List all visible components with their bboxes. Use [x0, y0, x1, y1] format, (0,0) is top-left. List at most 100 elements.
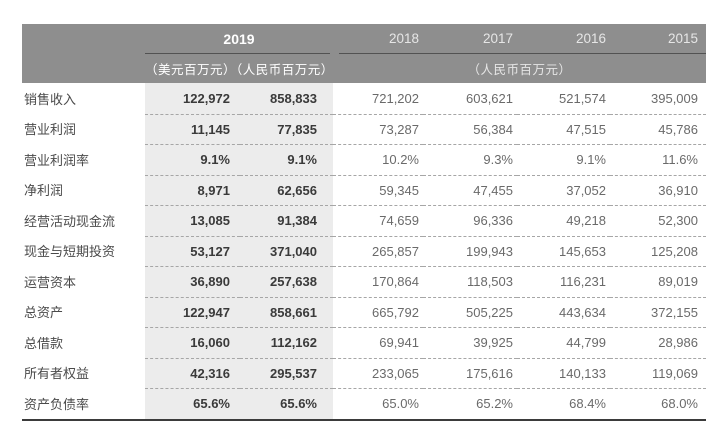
value-2015: 68.0% [610, 388, 706, 419]
value-2015: 36,910 [610, 174, 706, 206]
value-2016: 443,634 [517, 296, 610, 328]
row-label: 总借款 [24, 335, 64, 351]
header-underline [22, 53, 706, 54]
value-2019-rmb: 77,835 [240, 113, 333, 144]
value-2019-usd: 16,060 [145, 327, 240, 358]
row-label: 运营资本 [24, 274, 77, 290]
row-label: 现金与短期投资 [24, 244, 116, 260]
table-row: 总借款 16,060 112,162 69,941 39,925 44,799 … [22, 327, 706, 358]
financial-summary-table: 2019 2018 2017 2016 2015 （美元百万元）（人民币百万元）… [22, 24, 706, 421]
value-2018: 73,287 [333, 113, 423, 145]
value-2017: 175,616 [423, 357, 517, 389]
value-2018: 10.2% [333, 144, 423, 175]
value-2016: 140,133 [517, 357, 610, 389]
value-2015: 52,300 [610, 205, 706, 236]
value-2018: 59,345 [333, 174, 423, 206]
table-row: 所有者权益 42,316 295,537 233,065 175,616 140… [22, 357, 706, 389]
value-2019-rmb: 295,537 [240, 357, 333, 388]
value-2015: 11.6% [610, 144, 706, 175]
value-2019-rmb: 9.1% [240, 144, 333, 175]
table-row: 营业利润率 9.1% 9.1% 10.2% 9.3% 9.1% 11.6% [22, 144, 706, 175]
year-header-2015: 2015 [667, 31, 698, 46]
value-2016: 68.4% [517, 388, 610, 419]
table-row: 运营资本 36,890 257,638 170,864 118,503 116,… [22, 266, 706, 297]
units-label-rmb: （人民币百万元） [467, 63, 572, 77]
value-2018: 665,792 [333, 296, 423, 328]
value-2019-usd: 122,947 [145, 296, 240, 327]
value-2019-rmb: 858,833 [240, 83, 333, 114]
value-2017: 39,925 [423, 327, 517, 358]
value-2019-usd: 65.6% [145, 388, 240, 419]
value-2016: 49,218 [517, 205, 610, 236]
row-label: 净利润 [24, 183, 64, 199]
value-2019-rmb: 371,040 [240, 235, 333, 266]
table-row: 经营活动现金流 13,085 91,384 74,659 96,336 49,2… [22, 205, 706, 236]
value-2018: 69,941 [333, 327, 423, 358]
value-2016: 145,653 [517, 235, 610, 267]
value-2017: 199,943 [423, 235, 517, 267]
table-header: 2019 2018 2017 2016 2015 （美元百万元）（人民币百万元）… [22, 24, 706, 83]
value-2016: 47,515 [517, 113, 610, 145]
row-label: 所有者权益 [24, 366, 90, 382]
row-label: 经营活动现金流 [24, 213, 116, 229]
value-2019-usd: 9.1% [145, 144, 240, 175]
value-2018: 233,065 [333, 357, 423, 389]
row-label: 营业利润 [24, 122, 77, 138]
value-2019-usd: 53,127 [145, 235, 240, 266]
value-2019-rmb: 65.6% [240, 388, 333, 419]
value-2015: 28,986 [610, 327, 706, 358]
row-label: 销售收入 [24, 91, 77, 107]
table-row: 现金与短期投资 53,127 371,040 265,857 199,943 1… [22, 235, 706, 267]
value-2015: 372,155 [610, 296, 706, 328]
row-label: 总资产 [24, 305, 64, 321]
value-2017: 603,621 [466, 90, 513, 106]
value-2018: 721,202 [372, 90, 419, 106]
value-2019-rmb: 858,661 [240, 296, 333, 327]
value-2019-usd: 8,971 [145, 174, 240, 205]
underline-history-years [339, 53, 706, 54]
value-2015: 119,069 [610, 357, 706, 389]
units-header-row: （美元百万元）（人民币百万元） （人民币百万元） [22, 54, 706, 83]
header-spacer [22, 54, 145, 83]
year-header-2017: 2017 [482, 31, 513, 46]
units-label-2019: （美元百万元）（人民币百万元） [145, 63, 334, 77]
value-2019-usd: 11,145 [145, 113, 240, 144]
value-2017: 65.2% [423, 388, 517, 419]
value-2018: 265,857 [333, 235, 423, 267]
value-2016: 44,799 [517, 327, 610, 358]
value-2019-rmb: 62,656 [240, 174, 333, 205]
value-2015: 125,208 [610, 235, 706, 267]
value-2018: 170,864 [333, 266, 423, 297]
row-label: 营业利润率 [24, 152, 90, 168]
value-2015: 395,009 [651, 90, 698, 106]
value-2017: 47,455 [423, 174, 517, 206]
value-2019-usd: 42,316 [145, 357, 240, 388]
value-2016: 9.1% [517, 144, 610, 175]
table-row: 销售收入 122,972 858,833 721,202 603,621 521… [22, 83, 706, 114]
value-2019-usd: 122,972 [145, 83, 240, 114]
value-2017: 118,503 [423, 266, 517, 297]
value-2019-usd: 13,085 [145, 205, 240, 236]
header-spacer [22, 24, 145, 53]
value-2018: 74,659 [333, 205, 423, 236]
table-body: 销售收入 122,972 858,833 721,202 603,621 521… [22, 83, 706, 421]
value-2015: 89,019 [610, 266, 706, 297]
value-2016: 37,052 [517, 174, 610, 206]
underline-2019 [145, 53, 330, 54]
table-row: 净利润 8,971 62,656 59,345 47,455 37,052 36… [22, 174, 706, 206]
value-2017: 9.3% [423, 144, 517, 175]
year-header-2016: 2016 [575, 31, 606, 46]
table-row: 营业利润 11,145 77,835 73,287 56,384 47,515 … [22, 113, 706, 145]
year-header-2018: 2018 [388, 31, 419, 46]
value-2017: 56,384 [423, 113, 517, 145]
table-row: 总资产 122,947 858,661 665,792 505,225 443,… [22, 296, 706, 328]
value-2019-rmb: 257,638 [240, 266, 333, 297]
value-2017: 96,336 [423, 205, 517, 236]
row-label: 资产负债率 [24, 396, 90, 412]
table-row: 资产负债率 65.6% 65.6% 65.0% 65.2% 68.4% 68.0… [22, 388, 706, 419]
value-2019-rmb: 112,162 [240, 327, 333, 358]
value-2018: 65.0% [333, 388, 423, 419]
value-2016: 116,231 [517, 266, 610, 297]
year-header-2019: 2019 [223, 30, 255, 47]
